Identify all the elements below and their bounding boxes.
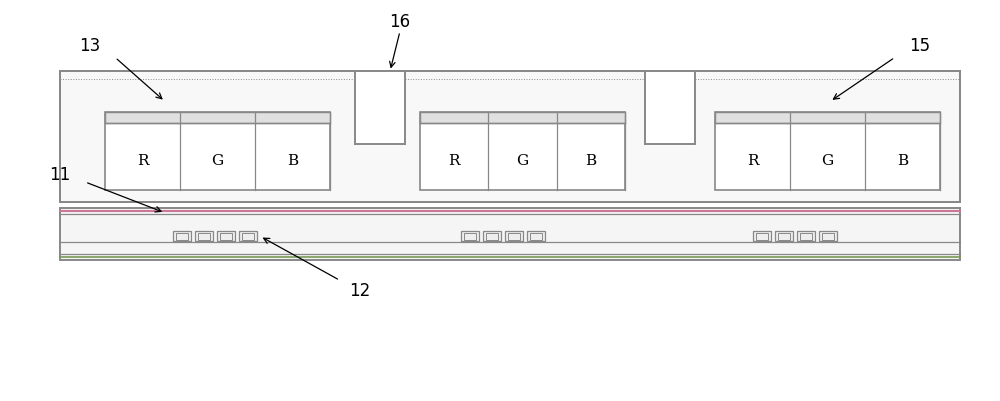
Bar: [461, 232, 479, 241]
Bar: [195, 232, 213, 241]
Bar: [819, 232, 837, 241]
Text: B: B: [585, 153, 596, 167]
Bar: [530, 233, 542, 240]
Bar: [527, 232, 545, 241]
Text: B: B: [897, 153, 908, 167]
Bar: [715, 112, 940, 190]
Bar: [483, 232, 501, 241]
Bar: [105, 112, 330, 124]
Text: B: B: [287, 153, 298, 167]
Text: G: G: [821, 153, 834, 167]
Bar: [756, 233, 768, 240]
Bar: [420, 112, 625, 190]
Bar: [464, 233, 476, 240]
Bar: [242, 233, 254, 240]
Text: R: R: [448, 153, 460, 167]
Bar: [239, 232, 257, 241]
Bar: [645, 72, 695, 144]
Bar: [775, 232, 793, 241]
Bar: [176, 233, 188, 240]
Text: R: R: [747, 153, 758, 167]
Text: 13: 13: [79, 37, 101, 55]
Bar: [505, 232, 523, 241]
Bar: [60, 209, 960, 261]
Bar: [355, 72, 405, 144]
Text: G: G: [516, 153, 529, 167]
Bar: [220, 233, 232, 240]
Bar: [105, 112, 330, 190]
Text: 15: 15: [909, 37, 931, 55]
Bar: [797, 232, 815, 241]
Text: R: R: [137, 153, 148, 167]
Bar: [715, 112, 940, 124]
Bar: [753, 232, 771, 241]
Text: 11: 11: [49, 166, 71, 183]
Bar: [778, 233, 790, 240]
Text: 12: 12: [349, 282, 371, 300]
Text: 16: 16: [389, 13, 411, 31]
Bar: [173, 232, 191, 241]
Text: G: G: [211, 153, 224, 167]
Bar: [822, 233, 834, 240]
Bar: [486, 233, 498, 240]
Bar: [508, 233, 520, 240]
Bar: [60, 72, 960, 203]
Bar: [420, 112, 625, 124]
Bar: [217, 232, 235, 241]
Bar: [198, 233, 210, 240]
Bar: [800, 233, 812, 240]
